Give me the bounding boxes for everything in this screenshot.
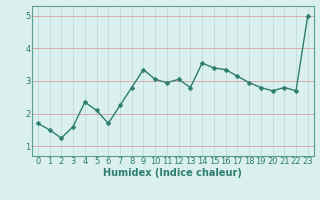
X-axis label: Humidex (Indice chaleur): Humidex (Indice chaleur) bbox=[103, 168, 242, 178]
